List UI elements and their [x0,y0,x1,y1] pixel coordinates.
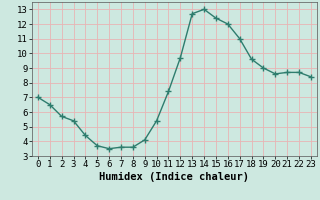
X-axis label: Humidex (Indice chaleur): Humidex (Indice chaleur) [100,172,249,182]
